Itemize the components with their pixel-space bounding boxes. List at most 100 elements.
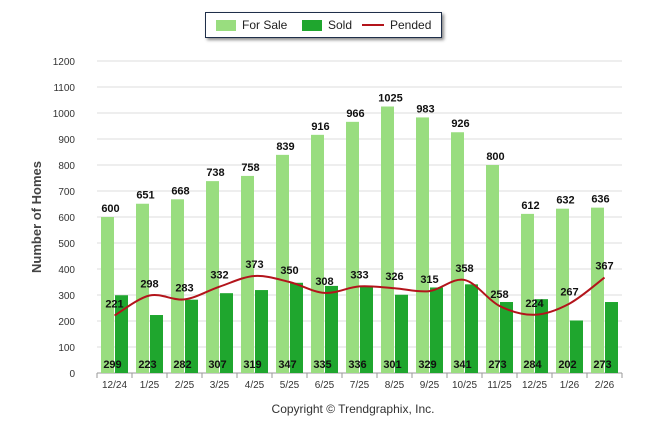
x-tick-label: 11/25 xyxy=(487,380,512,391)
pended-value-label: 332 xyxy=(210,270,228,282)
legend-item-pended: Pended xyxy=(362,13,431,37)
pended-value-label: 367 xyxy=(595,261,613,273)
bar-for-sale xyxy=(241,175,254,373)
bar-sold xyxy=(430,287,443,373)
for-sale-value-label: 612 xyxy=(521,200,539,212)
data-labels: 600 299 651 223 668 282 738 307 758 319 839 347 916 3… xyxy=(101,93,613,372)
legend-label-sold: Sold xyxy=(328,18,353,32)
pended-line xyxy=(113,274,606,317)
for-sale-value-label: 632 xyxy=(556,195,574,207)
x-tick-label: 1/26 xyxy=(560,380,580,391)
for-sale-value-label: 636 xyxy=(591,194,609,206)
sold-value-label: 273 xyxy=(593,359,611,371)
sold-value-label: 284 xyxy=(523,359,542,371)
sold-value-label: 329 xyxy=(418,359,436,371)
bar-for-sale xyxy=(556,208,569,373)
pended-value-label: 333 xyxy=(350,269,368,281)
y-tick-label: 1100 xyxy=(53,83,75,94)
for-sale-value-label: 668 xyxy=(171,185,189,197)
for-sale-value-label: 800 xyxy=(486,151,504,163)
bar-sold xyxy=(570,320,583,373)
bar-sold xyxy=(185,299,198,373)
legend-item-sold: Sold xyxy=(302,13,352,37)
x-tick-label: 12/24 xyxy=(102,380,127,391)
sold-value-label: 336 xyxy=(348,359,366,371)
sold-value-label: 202 xyxy=(558,359,576,371)
sold-value-label: 223 xyxy=(138,359,156,371)
x-tick-label: 9/25 xyxy=(420,380,440,391)
legend-swatch-sold xyxy=(302,19,322,31)
bar-for-sale xyxy=(311,134,324,373)
legend: For Sale Sold Pended xyxy=(205,12,442,38)
y-tick-label: 200 xyxy=(58,317,75,328)
x-tick-label: 6/25 xyxy=(315,380,335,391)
bar-sold xyxy=(290,282,303,373)
pended-value-label: 326 xyxy=(385,271,403,283)
sold-value-label: 282 xyxy=(173,359,191,371)
bar-sold xyxy=(220,293,233,373)
x-axis-ticks: 12/24 1/25 2/25 3/25 4/25 5/25 6/25 7/25 8/25 9/2… xyxy=(96,373,623,391)
legend-line-pended xyxy=(362,24,384,26)
bar-for-sale xyxy=(276,154,289,373)
for-sale-value-label: 916 xyxy=(311,121,329,133)
sold-value-label: 307 xyxy=(208,359,226,371)
pended-value-label: 373 xyxy=(245,259,263,271)
bar-sold xyxy=(360,285,373,373)
bar-for-sale xyxy=(381,106,394,373)
bar-for-sale xyxy=(346,121,359,373)
for-sale-value-label: 966 xyxy=(346,108,364,120)
copyright-footer: Copyright © Trendgraphix, Inc. xyxy=(271,402,435,416)
pended-value-label: 267 xyxy=(560,287,578,299)
y-axis-title: Number of Homes xyxy=(29,161,44,273)
x-tick-label: 10/25 xyxy=(452,380,477,391)
pended-value-label: 308 xyxy=(315,276,333,288)
y-axis-ticks: 0 100 200 300 400 500 600 700 800 900 1000 1100 1200 xyxy=(53,57,76,380)
x-tick-label: 2/26 xyxy=(595,380,615,391)
bar-for-sale xyxy=(136,203,149,373)
bar-sold xyxy=(395,294,408,373)
y-tick-label: 700 xyxy=(58,187,75,198)
bar-sold xyxy=(325,285,338,373)
bar-for-sale xyxy=(451,132,464,373)
bar-sold xyxy=(150,315,163,373)
x-tick-label: 5/25 xyxy=(280,380,300,391)
bar-for-sale xyxy=(171,199,184,373)
x-tick-label: 7/25 xyxy=(350,380,370,391)
sold-value-label: 341 xyxy=(453,359,471,371)
sold-value-label: 347 xyxy=(278,359,296,371)
y-tick-label: 0 xyxy=(69,369,75,380)
bar-sold xyxy=(605,302,618,373)
pended-value-label: 358 xyxy=(455,263,473,275)
y-tick-label: 600 xyxy=(58,213,75,224)
bar-sold xyxy=(535,299,548,373)
y-tick-label: 400 xyxy=(58,265,75,276)
x-tick-label: 3/25 xyxy=(210,380,230,391)
pended-value-label: 350 xyxy=(280,265,298,277)
sold-value-label: 335 xyxy=(313,359,331,371)
for-sale-value-label: 1025 xyxy=(378,93,402,105)
y-tick-label: 900 xyxy=(58,135,75,146)
pended-value-label: 315 xyxy=(420,274,438,286)
pended-line-layer xyxy=(113,274,606,317)
bar-for-sale xyxy=(591,207,604,373)
bar-for-sale xyxy=(486,165,499,373)
bar-sold xyxy=(115,295,128,373)
legend-swatch-for-sale xyxy=(216,19,236,31)
pended-value-label: 298 xyxy=(140,279,158,291)
x-tick-label: 1/25 xyxy=(140,380,160,391)
y-tick-label: 800 xyxy=(58,161,75,172)
x-tick-label: 2/25 xyxy=(175,380,195,391)
x-tick-label: 8/25 xyxy=(385,380,405,391)
x-tick-label: 4/25 xyxy=(245,380,265,391)
y-tick-label: 500 xyxy=(58,239,75,250)
legend-label-for-sale: For Sale xyxy=(242,18,288,32)
sold-value-label: 299 xyxy=(103,359,121,371)
pended-value-label: 283 xyxy=(175,282,193,294)
bar-sold xyxy=(255,290,268,373)
x-tick-label: 12/25 xyxy=(522,380,547,391)
pended-value-label: 258 xyxy=(490,289,508,301)
y-tick-label: 1000 xyxy=(53,109,76,120)
sold-value-label: 273 xyxy=(488,359,506,371)
y-tick-label: 100 xyxy=(58,343,75,354)
bar-for-sale xyxy=(416,117,429,373)
